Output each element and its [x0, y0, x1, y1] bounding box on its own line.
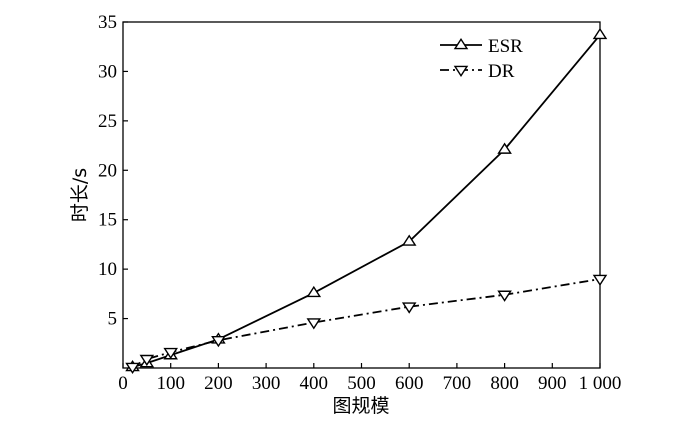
series-line-dr: [132, 278, 601, 368]
y-tick-label: 15: [98, 210, 117, 231]
x-tick-label: 400: [300, 373, 329, 394]
x-tick-label: 700: [443, 373, 472, 394]
series-esr: [125, 27, 608, 372]
data-point-dr: [163, 347, 178, 360]
data-point-dr: [401, 302, 417, 314]
y-axis: 5 10 15 20 25 30 35: [98, 12, 128, 330]
data-point-dr: [592, 274, 608, 287]
data-point-esr: [592, 27, 608, 40]
series-line-esr: [132, 34, 601, 368]
data-point-dr: [497, 290, 512, 302]
x-tick-label: 100: [156, 373, 185, 394]
x-tick-label: 900: [538, 373, 567, 394]
x-tick-label: 600: [395, 373, 424, 394]
data-point-dr: [211, 336, 226, 348]
series-dr: [125, 274, 608, 375]
y-tick-label: 30: [98, 61, 117, 82]
legend-swatch-marker: [453, 65, 469, 77]
series-layer: [125, 27, 608, 375]
legend-label-esr: ESR: [488, 36, 523, 57]
legend-swatch-marker: [453, 38, 469, 50]
y-axis-title: 时长/s: [69, 168, 91, 222]
x-tick-label: 200: [204, 373, 233, 394]
plot-area-frame: [122, 21, 601, 369]
data-point-esr: [497, 142, 512, 154]
data-point-esr: [306, 285, 322, 298]
legend-item-dr: DR: [440, 61, 515, 82]
y-tick-label: 35: [98, 12, 117, 33]
x-tick-label: 1 000: [579, 373, 622, 394]
y-tick-label: 10: [98, 259, 117, 280]
legend-label-dr: DR: [488, 61, 515, 82]
data-point-dr: [125, 362, 140, 375]
x-axis-title: 图规模: [332, 395, 389, 417]
y-tick-label: 25: [98, 111, 117, 132]
data-point-esr: [401, 234, 417, 246]
x-tick-label: 300: [252, 373, 281, 394]
x-tick-label: 0: [118, 373, 128, 394]
legend-item-esr: ESR: [440, 36, 523, 57]
data-point-dr: [306, 318, 322, 330]
x-tick-label: 500: [347, 373, 376, 394]
data-point-dr: [139, 354, 155, 367]
x-axis: 0 100 200 300 400 500 600 700 800 900 1 000: [118, 363, 621, 394]
legend: ESR DR: [440, 36, 523, 82]
y-tick-label: 20: [98, 160, 117, 181]
y-tick-label: 5: [108, 309, 118, 330]
x-tick-label: 800: [490, 373, 519, 394]
